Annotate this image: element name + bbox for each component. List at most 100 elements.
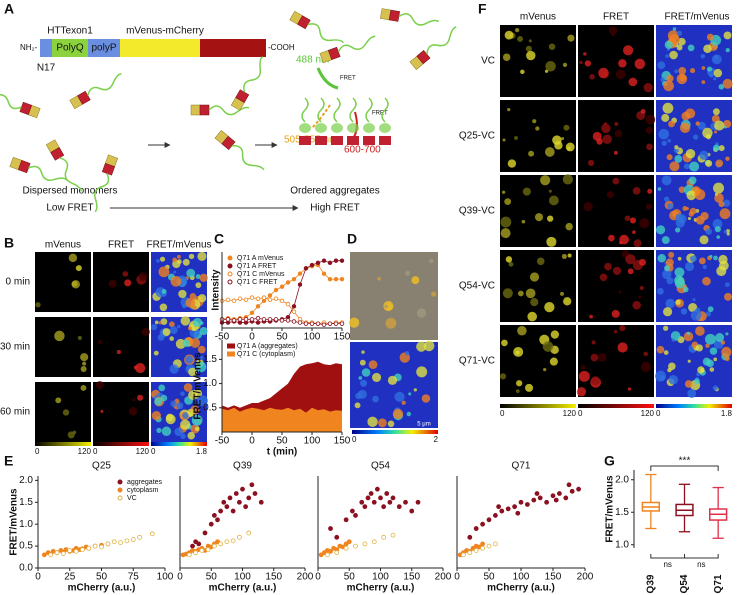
cell (504, 30, 514, 40)
chart: 0 50 100 150 200 Q71 mCherry (a.u.) (454, 461, 594, 594)
point (196, 541, 202, 547)
label: mVenus-mCherry (126, 26, 204, 37)
cell (384, 304, 388, 309)
point (211, 513, 217, 518)
cell (82, 361, 87, 366)
cell (677, 37, 686, 46)
barrel (101, 162, 116, 176)
cell (632, 230, 636, 234)
cell (702, 276, 711, 286)
point (309, 262, 315, 268)
cell (687, 359, 691, 363)
point (231, 298, 237, 304)
x-tick-label: 100 (304, 332, 321, 343)
point (124, 538, 130, 544)
point (496, 504, 502, 510)
legend-swatch (227, 351, 235, 357)
point (381, 534, 387, 540)
point (334, 550, 340, 556)
cell (618, 59, 627, 68)
cell (617, 342, 628, 353)
colorbar-label: 0 (500, 409, 505, 418)
cell (159, 303, 168, 312)
cell (657, 187, 662, 191)
colorbar-label: 2 (434, 435, 439, 444)
point (486, 517, 492, 523)
cell (516, 380, 523, 387)
point (303, 321, 309, 326)
colorbar-label: 1.8 (196, 447, 208, 456)
cell (367, 416, 378, 428)
cell (672, 27, 677, 31)
point (105, 541, 111, 547)
point (327, 260, 333, 266)
point (255, 304, 261, 309)
cell (182, 258, 190, 266)
legend-label: aggregates (127, 479, 163, 486)
cell (195, 274, 201, 279)
cell (589, 314, 593, 319)
point (130, 537, 136, 542)
cell (534, 213, 544, 222)
point (343, 517, 349, 523)
cell (150, 324, 158, 331)
cell (199, 355, 204, 360)
point (362, 541, 368, 547)
cell (100, 409, 104, 413)
point (303, 266, 309, 271)
cell (725, 282, 730, 287)
cell (713, 255, 718, 261)
cell (646, 143, 653, 151)
cell (177, 259, 182, 264)
cell (661, 113, 670, 122)
cell (371, 372, 382, 383)
cell (695, 307, 701, 313)
point (273, 317, 279, 322)
cell (725, 47, 730, 53)
mcherry-domain (200, 39, 266, 57)
cell (189, 293, 197, 300)
y-tick-label: 0.5 (203, 402, 217, 413)
construct: NH₂- PolyQ polyP -COOH HTTexon1 mVenus-m… (20, 26, 295, 74)
cell (674, 154, 683, 163)
cell (627, 387, 632, 391)
cell (674, 145, 679, 150)
point (246, 495, 252, 501)
cell (726, 229, 730, 233)
cell (411, 276, 420, 285)
point (230, 538, 236, 544)
colorbar-label: 0 (656, 409, 661, 418)
x-tick-label: 50 (483, 572, 495, 583)
point (285, 280, 291, 285)
chain (426, 26, 457, 55)
colorbar (500, 404, 576, 408)
chain (87, 73, 122, 96)
cell (80, 385, 87, 391)
cell (563, 297, 572, 306)
protein-cartoons (0, 8, 457, 213)
cell (705, 343, 710, 348)
cell (546, 236, 557, 247)
column-header: mVenus (45, 240, 81, 251)
cell (158, 266, 170, 278)
state-label: Ordered aggregates (290, 186, 380, 197)
fibril-red (363, 136, 375, 145)
cell (712, 218, 723, 229)
chain (398, 13, 440, 26)
cell (185, 355, 194, 364)
cell (718, 201, 725, 208)
chart: 0 50 100 150 200 Q39 mCherry (a.u.) (177, 461, 314, 594)
point (273, 287, 279, 293)
cell (169, 336, 175, 341)
cell (720, 340, 726, 345)
cell (561, 136, 565, 141)
cell (614, 129, 623, 138)
point (190, 543, 195, 549)
protein (0, 94, 41, 119)
point (309, 321, 315, 326)
cell (170, 400, 177, 407)
protein (214, 130, 265, 171)
cell (705, 311, 712, 317)
cell (513, 346, 524, 357)
cell (178, 289, 187, 299)
